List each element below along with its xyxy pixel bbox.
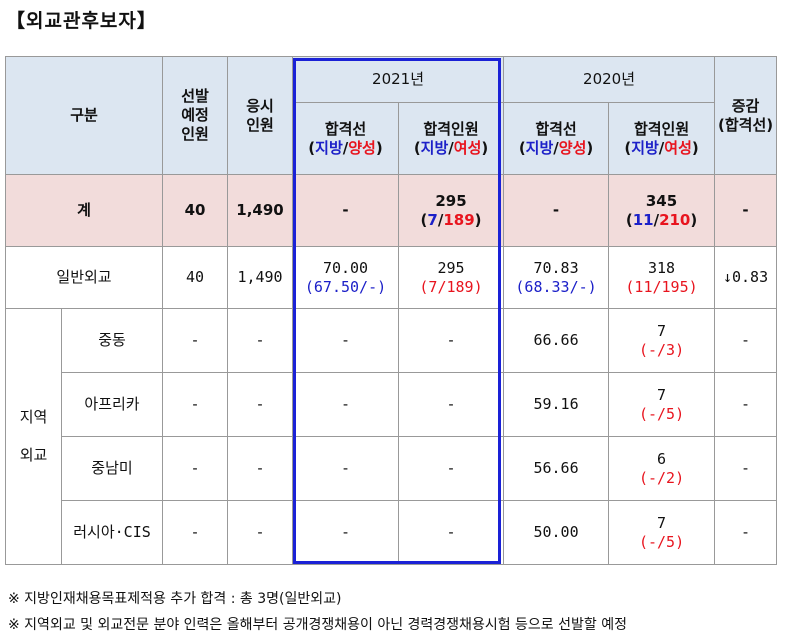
regional-passers-2021: - bbox=[398, 436, 505, 501]
regional-applicants: - bbox=[227, 436, 294, 501]
general-label: 일반외교 bbox=[4, 246, 164, 309]
regional-cutoff-2020: 59.16 bbox=[503, 372, 610, 437]
regional-cutoff-2020: 66.66 bbox=[503, 308, 610, 373]
regional-cutoff-2021: - bbox=[292, 308, 400, 373]
regional-label: 러시아·CIS bbox=[60, 500, 164, 565]
general-passers-2020: 318 (11/195) bbox=[608, 246, 716, 309]
regional-cutoff-2021: - bbox=[292, 436, 400, 501]
regional-passers-2021: - bbox=[398, 500, 505, 565]
footnote: ※ 지방인재채용목표제적용 추가 합격 : 총 3명(일반외교) bbox=[8, 591, 342, 607]
regional-row: 지역 외교 중동 - - - - 66.66 7 (-/3) - bbox=[5, 308, 778, 565]
general-cutoff-2020: 70.83 (68.33/-) bbox=[503, 246, 610, 309]
total-passers-2020: 345 (11/210) bbox=[608, 174, 716, 247]
regional-passers-2020: 7 (-/5) bbox=[608, 372, 716, 437]
regional-applicants: - bbox=[227, 308, 294, 373]
header-year-2021: 2021년 bbox=[292, 56, 505, 103]
header-passers-2020: 합격인원 (지방/여성) bbox=[608, 102, 716, 175]
general-passers-2021: 295 (7/189) bbox=[398, 246, 505, 309]
header-cutoff-2020: 합격선 (지방/양성) bbox=[503, 102, 610, 175]
regional-cutoff-2020: 50.00 bbox=[503, 500, 610, 565]
document-title: 【외교관후보자】 bbox=[6, 10, 157, 32]
regional-passers-2020: 7 (-/3) bbox=[608, 308, 716, 373]
total-cutoff-2020: - bbox=[503, 174, 610, 247]
general-change: ↓0.83 bbox=[714, 246, 778, 309]
header-change: 증감 (합격선) bbox=[714, 56, 778, 175]
header-passers-2021: 합격인원 (지방/여성) bbox=[398, 102, 505, 175]
regional-applicants: - bbox=[227, 500, 294, 565]
total-row: 계 40 1,490 - 295 (7/189) - 345 (11/210) … bbox=[4, 174, 778, 247]
regional-passers-2020: 7 (-/5) bbox=[608, 500, 716, 565]
general-applicants: 1,490 bbox=[227, 246, 294, 309]
regional-label: 중동 bbox=[60, 308, 164, 373]
header-applicants: 응시 인원 bbox=[227, 56, 294, 175]
regional-passers-2021: - bbox=[398, 372, 505, 437]
results-table: 구분 선발 예정 인원 응시 인원 2021년 2020년 증감 (합격선) 합격선 (… bbox=[4, 56, 778, 565]
regional-row: 러시아·CIS - - - - 50.00 7 (-/5) - bbox=[6, 500, 778, 565]
header-category: 구분 bbox=[4, 56, 164, 175]
regional-group-label: 지역 외교 bbox=[5, 308, 62, 565]
footnote: ※ 지역외교 및 외교전문 분야 인력은 올해부터 공개경쟁채용이 아닌 경력경… bbox=[8, 617, 627, 633]
regional-planned: - bbox=[162, 308, 229, 373]
regional-planned: - bbox=[162, 500, 229, 565]
regional-planned: - bbox=[162, 372, 229, 437]
regional-change: - bbox=[714, 500, 778, 565]
regional-planned: - bbox=[162, 436, 229, 501]
total-cutoff-2021: - bbox=[292, 174, 400, 247]
header-row-1: 구분 선발 예정 인원 응시 인원 2021년 2020년 증감 (합격선) bbox=[4, 56, 778, 175]
header-cutoff-2021: 합격선 (지방/양성) bbox=[292, 102, 400, 175]
total-change: - bbox=[714, 174, 778, 247]
regional-change: - bbox=[714, 436, 778, 501]
total-planned: 40 bbox=[162, 174, 229, 247]
regional-passers-2020: 6 (-/2) bbox=[608, 436, 716, 501]
regional-label: 중남미 bbox=[60, 436, 164, 501]
regional-label: 아프리카 bbox=[60, 372, 164, 437]
general-planned: 40 bbox=[162, 246, 229, 309]
total-label: 계 bbox=[4, 174, 164, 247]
regional-change: - bbox=[714, 308, 778, 373]
regional-row: 중남미 - - - - 56.66 6 (-/2) - bbox=[6, 436, 778, 501]
regional-row: 아프리카 - - - - 59.16 7 (-/5) - bbox=[6, 372, 778, 437]
footnotes: ※ 지방인재채용목표제적용 추가 합격 : 총 3명(일반외교) ※ 지역외교 … bbox=[8, 586, 627, 638]
header-planned: 선발 예정 인원 bbox=[162, 56, 229, 175]
general-row: 일반외교 40 1,490 70.00 (67.50/-) 295 (7/189) … bbox=[4, 246, 778, 309]
header-row-2: 합격선 (지방/양성) 합격인원 (지방/여성) 합격선 (지방/양성) 합격인… bbox=[6, 102, 777, 175]
regional-applicants: - bbox=[227, 372, 294, 437]
regional-change: - bbox=[714, 372, 778, 437]
total-applicants: 1,490 bbox=[227, 174, 294, 247]
regional-passers-2021: - bbox=[398, 308, 505, 373]
regional-cutoff-2020: 56.66 bbox=[503, 436, 610, 501]
header-year-2020: 2020년 bbox=[503, 56, 716, 103]
total-passers-2021: 295 (7/189) bbox=[398, 174, 505, 247]
regional-cutoff-2021: - bbox=[292, 372, 400, 437]
regional-cutoff-2021: - bbox=[292, 500, 400, 565]
general-cutoff-2021: 70.00 (67.50/-) bbox=[292, 246, 400, 309]
